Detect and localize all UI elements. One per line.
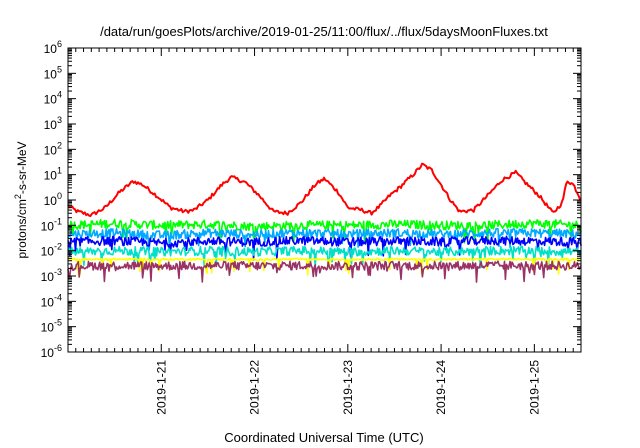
y-tick-label: 101 xyxy=(44,166,62,183)
series-layer xyxy=(67,162,582,283)
y-axis-label-post: -s-sr-MeV xyxy=(15,141,29,194)
series-line-7 xyxy=(67,260,582,283)
y-tick-label: 10-6 xyxy=(41,343,62,360)
x-tick-label: 2019-1-25 xyxy=(527,360,541,415)
series-line-6 xyxy=(67,257,582,276)
y-axis-label-sup: 2 xyxy=(13,194,23,199)
y-tick-label: 106 xyxy=(44,39,62,56)
x-axis-label: Coordinated Universal Time (UTC) xyxy=(224,430,423,445)
y-tick-label: 103 xyxy=(44,115,62,132)
series-line-3 xyxy=(67,227,582,252)
svg-text:protons/cm2-s-sr-MeV: protons/cm2-s-sr-MeV xyxy=(13,141,29,258)
x-tick-label: 2019-1-24 xyxy=(434,360,448,415)
series-line-5 xyxy=(67,245,582,269)
y-tick-label: 105 xyxy=(44,64,62,81)
ticks-layer: 10-6 10-5 10-4 10-3 10-2 10-1 100 101 102 103 104 1… xyxy=(41,39,582,415)
y-tick-label: 10-5 xyxy=(41,318,62,335)
series-line-4 xyxy=(67,235,582,261)
y-tick-label: 100 xyxy=(44,191,62,208)
series-line-2 xyxy=(67,218,582,244)
plot-frame xyxy=(67,47,582,353)
y-tick-label: 10-2 xyxy=(41,242,62,259)
x-tick-label: 2019-1-21 xyxy=(154,360,168,415)
series-line-1 xyxy=(67,162,582,218)
x-tick-label: 2019-1-23 xyxy=(341,360,355,415)
chart-title: /data/run/goesPlots/archive/2019-01-25/1… xyxy=(100,24,548,39)
y-tick-label: 10-1 xyxy=(41,216,62,233)
y-axis-label-pre: protons/cm xyxy=(15,199,29,258)
y-tick-label: 10-4 xyxy=(41,292,62,309)
y-tick-label: 10-3 xyxy=(41,267,62,284)
y-tick-label: 102 xyxy=(44,140,62,157)
y-tick-label: 104 xyxy=(44,90,62,107)
x-tick-label: 2019-1-22 xyxy=(248,360,262,415)
y-axis-label: protons/cm2-s-sr-MeV xyxy=(13,141,29,258)
